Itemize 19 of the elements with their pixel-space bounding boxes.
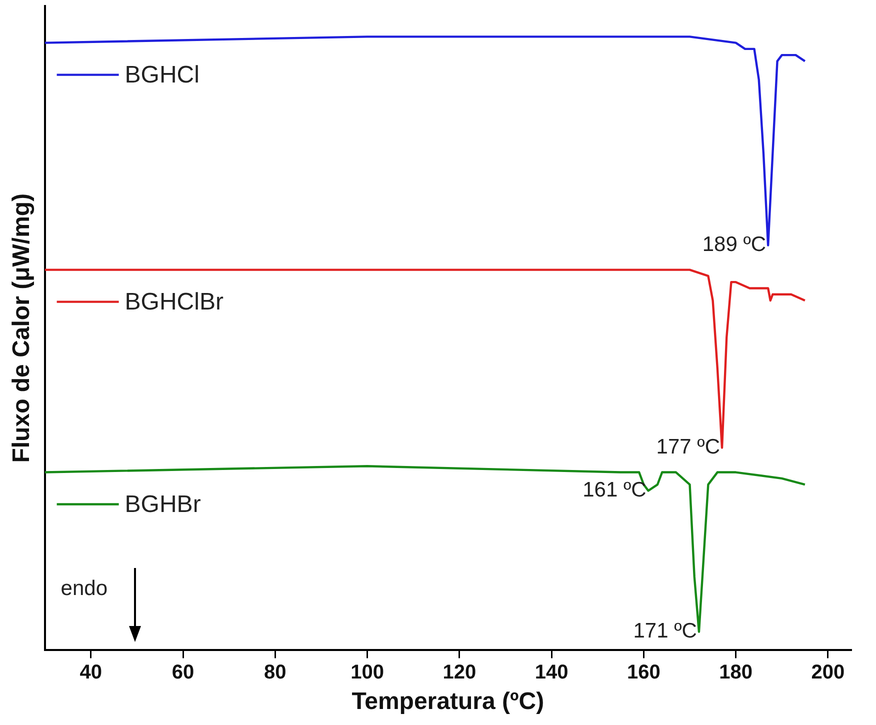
annotation: 177 ºC [656, 436, 720, 459]
annotation: 161 ºC [582, 478, 646, 502]
x-tick-label: 60 [172, 662, 194, 684]
legend-label: BGHBr [124, 490, 201, 518]
annotation: 171 ºC [633, 620, 697, 643]
y-axis-title: Fluxo de Calor (μW/mg) [8, 193, 36, 463]
x-tick-label: 80 [264, 662, 286, 684]
x-axis-title: Temperatura (ºC) [352, 688, 544, 716]
annotation: 189 ºC [702, 233, 766, 256]
x-tick-label: 200 [811, 662, 845, 684]
legend-label: BGHClBr [124, 288, 224, 316]
x-tick-label: 180 [719, 662, 753, 684]
x-tick-label: 40 [80, 662, 102, 684]
legend-label: BGHCl [124, 61, 200, 88]
x-tick-label: 140 [534, 662, 568, 684]
x-tick-label: 120 [442, 662, 476, 684]
x-tick-label: 160 [627, 662, 660, 684]
x-tick-label: 100 [350, 662, 384, 684]
annotation: endo [60, 577, 108, 600]
